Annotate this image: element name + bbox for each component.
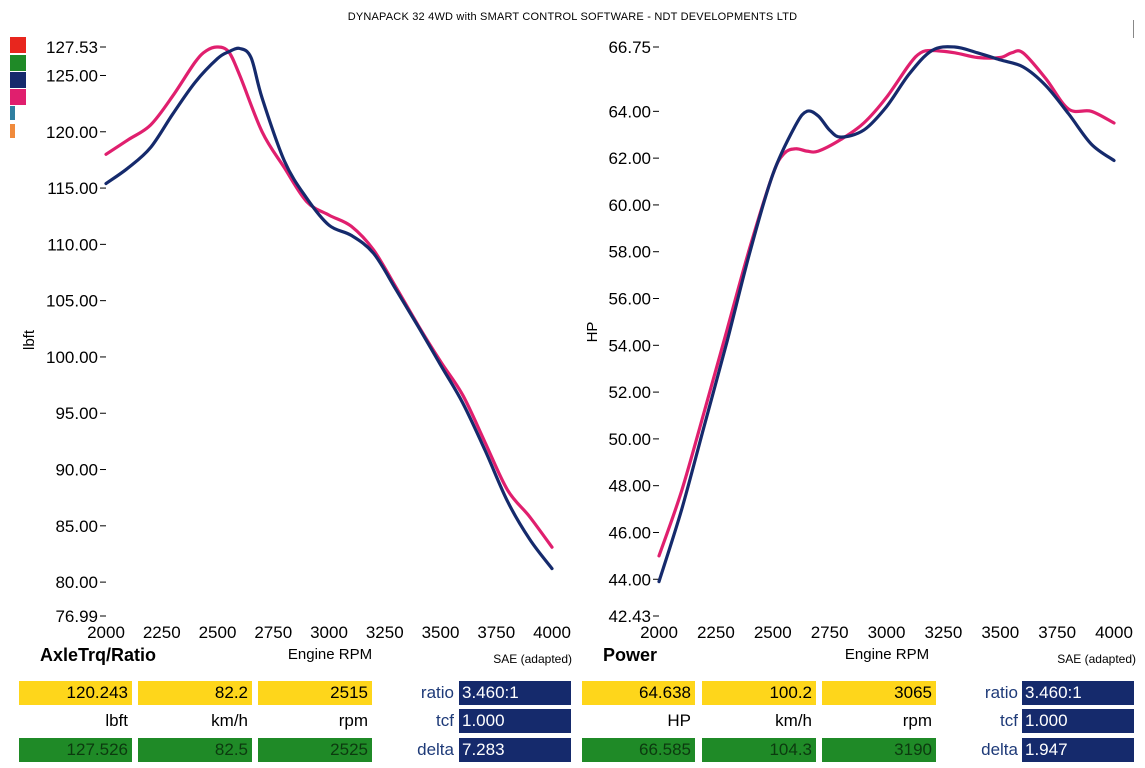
y-tick-label: 42.43 [608, 607, 651, 626]
power-peak-value: 66.585 [582, 738, 695, 762]
torque-chart: 127.53 125.00 120.00 115.00 110.00 105.00 100.… [21, 38, 572, 666]
ratio-label: ratio [984, 683, 1018, 702]
torque-current-rpm: 2515 [258, 681, 372, 705]
y-tick-label: 56.00 [608, 290, 651, 309]
y-tick-label: 50.00 [608, 430, 651, 449]
y-tick-label: 44.00 [608, 570, 651, 589]
power-current-value: 64.638 [582, 681, 695, 705]
legend-swatch-green[interactable] [10, 55, 26, 71]
y-axis-title: lbft [21, 329, 38, 350]
y-tick-label: 115.00 [47, 179, 98, 198]
x-tick-label: 3250 [366, 623, 404, 642]
power-peak-speed: 104.3 [702, 738, 816, 762]
speed-unit-label: km/h [211, 711, 248, 730]
chart-title: AxleTrq/Ratio [40, 645, 156, 665]
speed-unit-label: km/h [775, 711, 812, 730]
power-peak-rpm: 3190 [822, 738, 936, 762]
y-tick-label: 127.53 [46, 38, 98, 57]
x-tick-label: 2250 [697, 623, 735, 642]
x-tick-label: 2000 [87, 623, 125, 642]
y-tick-label: 46.00 [608, 523, 651, 542]
y-tick-label: 48.00 [608, 477, 651, 496]
y-axis-title: HP [584, 322, 601, 343]
x-tick-label: 3500 [981, 623, 1019, 642]
x-tick-label: 2750 [811, 623, 849, 642]
rpm-unit-label: rpm [338, 711, 368, 730]
delta-value: 7.283 [459, 738, 571, 762]
y-tick-label: 54.00 [608, 336, 651, 355]
y-tick-label: 85.00 [55, 517, 98, 536]
x-tick-label: 4000 [533, 623, 571, 642]
y-tick-label: 80.00 [55, 573, 98, 592]
tcf-value: 1.000 [1022, 709, 1134, 733]
x-tick-label: 2750 [254, 623, 292, 642]
power-current-rpm: 3065 [822, 681, 936, 705]
y-tick-label: 125.00 [46, 66, 98, 85]
legend-swatch-teal[interactable] [10, 106, 15, 120]
delta-value: 1.947 [1022, 738, 1134, 762]
power-chart: 66.75 64.00 62.00 60.00 58.00 56.00 54.00 52.00… [584, 38, 1136, 666]
x-tick-label: 3750 [1038, 623, 1076, 642]
y-tick-label: 58.00 [608, 243, 651, 262]
x-axis-title: Engine RPM [288, 646, 372, 663]
legend-swatch-orange[interactable] [10, 124, 15, 138]
dyno-charts: 127.53 125.00 120.00 115.00 110.00 105.00 100.… [21, 38, 1136, 666]
dyno-header-title: DYNAPACK 32 4WD with SMART CONTROL SOFTW… [347, 11, 798, 23]
y-tick-label: 105.00 [46, 292, 98, 311]
y-tick-label: 110.00 [47, 235, 98, 254]
x-tick-label: 2500 [199, 623, 237, 642]
delta-label: delta [417, 740, 454, 759]
torque-peak-value: 127.526 [19, 738, 132, 762]
series-line-0 [104, 45, 554, 549]
x-tick-label: 2500 [754, 623, 792, 642]
series-line-1 [104, 46, 554, 571]
torque-current-value: 120.243 [19, 681, 132, 705]
power-current-speed: 100.2 [702, 681, 816, 705]
tcf-label: tcf [436, 711, 454, 730]
torque-peak-speed: 82.5 [138, 738, 252, 762]
x-axis-title: Engine RPM [845, 646, 929, 663]
tcf-label: tcf [1000, 711, 1018, 730]
sae-note: SAE (adapted) [1057, 652, 1136, 666]
series-line-1 [657, 45, 1116, 584]
y-tick-label: 52.00 [608, 383, 651, 402]
legend-swatch-navy[interactable] [10, 72, 26, 88]
x-tick-label: 3750 [477, 623, 515, 642]
header-divider [1133, 20, 1134, 38]
x-tick-label: 3000 [310, 623, 348, 642]
rpm-unit-label: rpm [902, 711, 932, 730]
torque-unit-label: lbft [105, 711, 128, 730]
y-tick-label: 95.00 [55, 404, 98, 423]
y-tick-label: 76.99 [55, 607, 98, 626]
ratio-label: ratio [420, 683, 454, 702]
y-tick-label: 60.00 [608, 196, 651, 215]
y-tick-label: 62.00 [608, 149, 651, 168]
ratio-value: 3.460:1 [459, 681, 571, 705]
x-tick-label: 2000 [640, 623, 678, 642]
sae-note: SAE (adapted) [493, 652, 572, 666]
y-tick-label: 100.00 [46, 348, 98, 367]
series-line-0 [657, 48, 1116, 558]
y-tick-label: 90.00 [55, 461, 98, 480]
torque-current-speed: 82.2 [138, 681, 252, 705]
x-tick-label: 3000 [868, 623, 906, 642]
power-unit-label: HP [667, 711, 691, 730]
x-tick-label: 4000 [1095, 623, 1133, 642]
tcf-value: 1.000 [459, 709, 571, 733]
ratio-value: 3.460:1 [1022, 681, 1134, 705]
x-tick-label: 3500 [422, 623, 460, 642]
delta-label: delta [981, 740, 1018, 759]
legend-swatch-red[interactable] [10, 37, 26, 53]
chart-title: Power [603, 645, 657, 665]
x-tick-label: 2250 [143, 623, 181, 642]
torque-peak-rpm: 2525 [258, 738, 372, 762]
legend-swatch-magenta[interactable] [10, 89, 26, 105]
y-tick-label: 66.75 [608, 38, 651, 57]
x-tick-label: 3250 [924, 623, 962, 642]
y-tick-label: 120.00 [46, 123, 98, 142]
y-tick-label: 64.00 [608, 102, 651, 121]
